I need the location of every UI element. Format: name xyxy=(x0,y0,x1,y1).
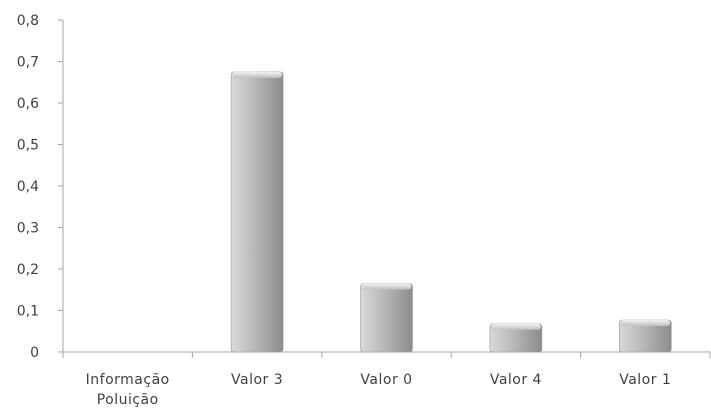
y-tick-label: 0,1 xyxy=(17,304,39,320)
y-tick-label: 0 xyxy=(30,345,39,361)
y-tick-label: 0,5 xyxy=(17,138,39,154)
bar xyxy=(489,323,543,353)
bar-body xyxy=(360,283,413,353)
category-labels: Informação Poluição Valor 3 Valor 0 Valor 4 V… xyxy=(86,372,671,408)
x-axis-ticks xyxy=(62,352,711,358)
y-axis-ticks: 0 0,1 0,2 0,3 0,4 0,5 0,6 0,7 0,8 xyxy=(17,13,63,361)
y-tick-label: 0,7 xyxy=(17,55,39,71)
y-tick-label: 0,3 xyxy=(17,221,39,237)
bar xyxy=(618,319,672,353)
x-category-label: Poluição xyxy=(97,392,159,408)
x-category-label: Informação xyxy=(86,372,170,388)
bar-cap xyxy=(490,323,541,330)
bar-cap xyxy=(361,283,412,290)
bar-body xyxy=(230,71,284,353)
bar xyxy=(360,283,413,353)
y-tick-label: 0,2 xyxy=(17,262,39,278)
bar xyxy=(230,71,284,353)
bar-cap xyxy=(620,320,671,327)
x-category-label: Valor 3 xyxy=(231,372,283,388)
bars xyxy=(230,71,672,353)
y-tick-label: 0,6 xyxy=(17,96,39,112)
bar-cap xyxy=(232,71,283,78)
x-category-label: Valor 4 xyxy=(490,372,542,388)
y-tick-label: 0,8 xyxy=(17,13,39,29)
x-category-label: Valor 0 xyxy=(360,372,412,388)
x-category-label: Valor 1 xyxy=(619,372,671,388)
y-tick-label: 0,4 xyxy=(17,179,39,195)
